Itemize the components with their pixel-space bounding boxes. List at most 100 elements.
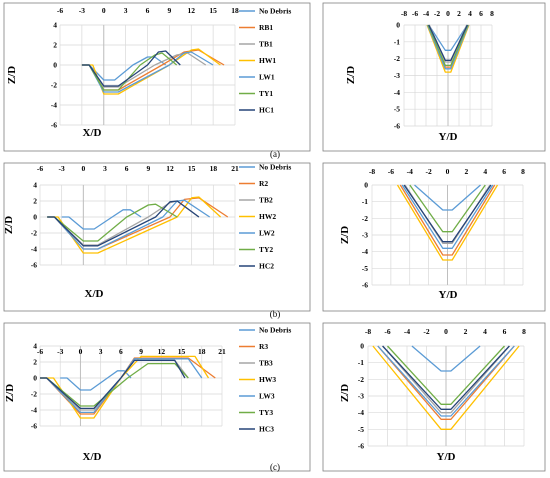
y-tick-label: -4: [31, 245, 37, 254]
chart-b-long: -6 -3 0 3 6 9 12 15 18 21 4 2 0 -2 -4 -6 X/D Z/D No Debris…: [3, 163, 311, 312]
legend-entry: TB3: [259, 359, 273, 368]
panel-label: (c): [270, 462, 280, 472]
y-tick-label: -2: [51, 81, 57, 90]
series-line-hc1: [81, 50, 181, 87]
chart-frame: [3, 2, 311, 152]
y-tick-label: -4: [394, 88, 400, 97]
y-tick-label: -6: [31, 422, 37, 431]
series-line-no-debris: [61, 209, 142, 230]
series-line-hw1: [426, 24, 470, 73]
y-tick-label: 0: [396, 21, 400, 30]
legend-entry: HC3: [259, 425, 274, 434]
y-tick-label: -1: [394, 37, 400, 46]
legend-entry: TY3: [259, 408, 273, 417]
series-line-r2: [399, 184, 496, 256]
x-tick-label: 6: [146, 6, 150, 15]
series-line-no-debris: [428, 24, 468, 51]
y-tick-label: 4: [33, 342, 37, 351]
y-tick-label: 4: [53, 21, 57, 30]
y-axis-title: Z/D: [4, 384, 16, 402]
y-tick-label: -4: [31, 406, 37, 415]
series-line-r3: [377, 345, 515, 420]
chart-a-trans: -8 -6 -4 -2 0 2 4 6 80-1-2-3-4-5-6Y/DZ/D: [322, 2, 546, 152]
y-tick-label: -6: [394, 122, 400, 131]
legend-entry: LW3: [259, 392, 275, 401]
x-tick-label: 2: [457, 9, 461, 18]
x-tick-label: 0: [446, 9, 450, 18]
y-tick-label: -1: [358, 358, 364, 367]
x-axis-title: X/D: [83, 451, 102, 463]
x-tick-label: 6: [479, 9, 483, 18]
x-tick-label: 6: [125, 164, 129, 173]
series-line-no-debris: [60, 370, 132, 391]
x-tick-label: 15: [188, 164, 196, 173]
y-tick-label: -6: [31, 261, 37, 270]
x-tick-label: -2: [423, 327, 429, 336]
y-tick-label: -3: [362, 231, 368, 240]
legend-entry: No Debris: [259, 326, 291, 335]
x-tick-label: 15: [209, 6, 217, 15]
series-line-hw1: [81, 48, 221, 95]
y-axis-title: Z/D: [339, 384, 351, 402]
x-tick-label: -4: [404, 327, 410, 336]
y-axis-title: Z/D: [6, 66, 18, 84]
x-tick-label: 15: [178, 347, 186, 356]
legend-entry: HW3: [259, 375, 276, 384]
x-tick-label: 0: [79, 347, 83, 356]
x-axis-title: Y/D: [437, 451, 456, 463]
x-tick-label: 8: [522, 327, 526, 336]
x-tick-label: 0: [102, 6, 106, 15]
x-tick-label: 8: [521, 167, 525, 176]
legend-entry: TY1: [259, 89, 273, 98]
x-tick-label: -6: [57, 6, 63, 15]
y-tick-label: -2: [358, 375, 364, 384]
y-tick-label: -2: [362, 214, 368, 223]
y-axis-title: Z/D: [3, 216, 15, 234]
x-tick-label: -2: [426, 167, 432, 176]
legend-entry: LW2: [259, 229, 275, 238]
y-tick-label: -5: [358, 425, 364, 434]
series-line-hc1: [428, 24, 468, 61]
x-tick-label: 3: [103, 164, 107, 173]
x-tick-label: -6: [412, 9, 418, 18]
x-tick-label: -8: [365, 327, 371, 336]
series-line-ty2: [409, 184, 486, 233]
y-tick-label: 0: [33, 213, 37, 222]
y-tick-label: -6: [358, 442, 364, 451]
x-tick-label: 0: [81, 164, 85, 173]
legend-entry: RB1: [259, 23, 273, 32]
x-tick-label: 3: [124, 6, 128, 15]
x-tick-label: 2: [465, 167, 469, 176]
legend-entry: TB2: [259, 196, 273, 205]
y-axis-title: Z/D: [339, 226, 351, 244]
series-line-lw3: [377, 345, 515, 417]
x-tick-label: 0: [446, 167, 450, 176]
y-tick-label: -2: [394, 54, 400, 63]
legend-entry: No Debris: [259, 163, 291, 172]
x-axis-title: Y/D: [439, 131, 458, 143]
legend: No Debris R3 TB3 HW3 LW3 TY3 HC3: [239, 326, 291, 434]
y-tick-label: 2: [33, 358, 37, 367]
x-tick-label: 4: [483, 327, 487, 336]
y-tick-label: -1: [362, 197, 368, 206]
y-tick-label: -3: [394, 71, 400, 80]
chart-c-trans: -8 -6 -4 -2 0 2 4 6 8 0 -1 -2 -3 -4 -5 -6 Y/D Z/D: [322, 322, 546, 472]
series-line-lw2: [401, 184, 494, 249]
legend-entry: No Debris: [259, 7, 291, 16]
y-tick-label: 0: [364, 181, 368, 190]
x-tick-label: -8: [401, 9, 407, 18]
y-tick-label: -6: [362, 281, 368, 290]
y-tick-label: -2: [31, 229, 37, 238]
y-tick-label: -4: [358, 408, 364, 417]
legend-entry: TB1: [259, 40, 273, 49]
chart-c-long: -6 -3 0 3 6 9 12 15 18 21 4 2 0 -2 -4 -6 X/D Z/D No Debris…: [3, 322, 311, 472]
legend: No Debris RB1 TB1 HW1 LW1 TY1 HC1: [239, 7, 291, 115]
x-tick-label: -6: [388, 167, 394, 176]
x-axis-title: X/D: [83, 127, 102, 139]
y-tick-label: 2: [33, 197, 37, 206]
x-tick-label: 21: [218, 347, 226, 356]
series-line-ty3: [387, 345, 505, 405]
y-tick-label: -4: [362, 247, 368, 256]
series-line-hc3: [40, 359, 186, 410]
